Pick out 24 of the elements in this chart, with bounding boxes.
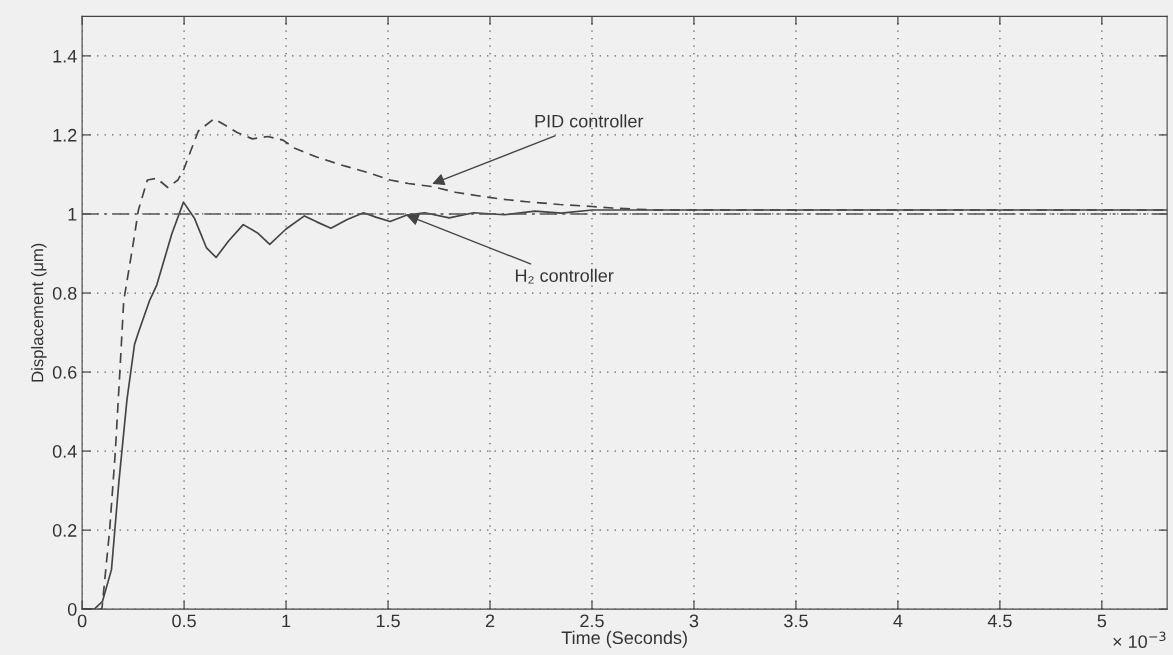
x-tick-label: 2.5 [580,614,604,628]
x-tick-label: 5 [1097,614,1107,628]
x-tick-label: 4.5 [987,614,1012,628]
x-tick-label: 0 [77,614,87,628]
annotation: H₂ controller [515,268,614,284]
x-tick-label: 4 [893,614,903,628]
x-tick-label: 1 [282,614,291,628]
text: × 10$^{−3}$ [1113,631,1166,649]
y-tick-label: 1.4 [53,50,77,63]
y-tick-label: 0.2 [52,524,77,537]
x-tick-label: 3 [689,614,699,628]
y-tick-label: 1 [68,208,77,221]
y-axis-title: Displacement (μm) [31,243,47,382]
y-tick-label: 0.6 [52,365,77,379]
y-tick-label: 0.4 [52,445,77,458]
x-tick-label: 2 [485,614,495,628]
x-tick-label: 1.5 [376,614,400,628]
y-tick-label: 1.2 [53,128,77,142]
y-tick-label: 0 [67,603,77,616]
x-tick-label: 0.5 [172,614,196,628]
x-tick-label: 3.5 [784,614,808,628]
x-axis-title: Time (Seconds) [561,630,687,648]
annotation: PID controller [535,114,644,128]
y-tick-label: 0.8 [52,286,77,300]
